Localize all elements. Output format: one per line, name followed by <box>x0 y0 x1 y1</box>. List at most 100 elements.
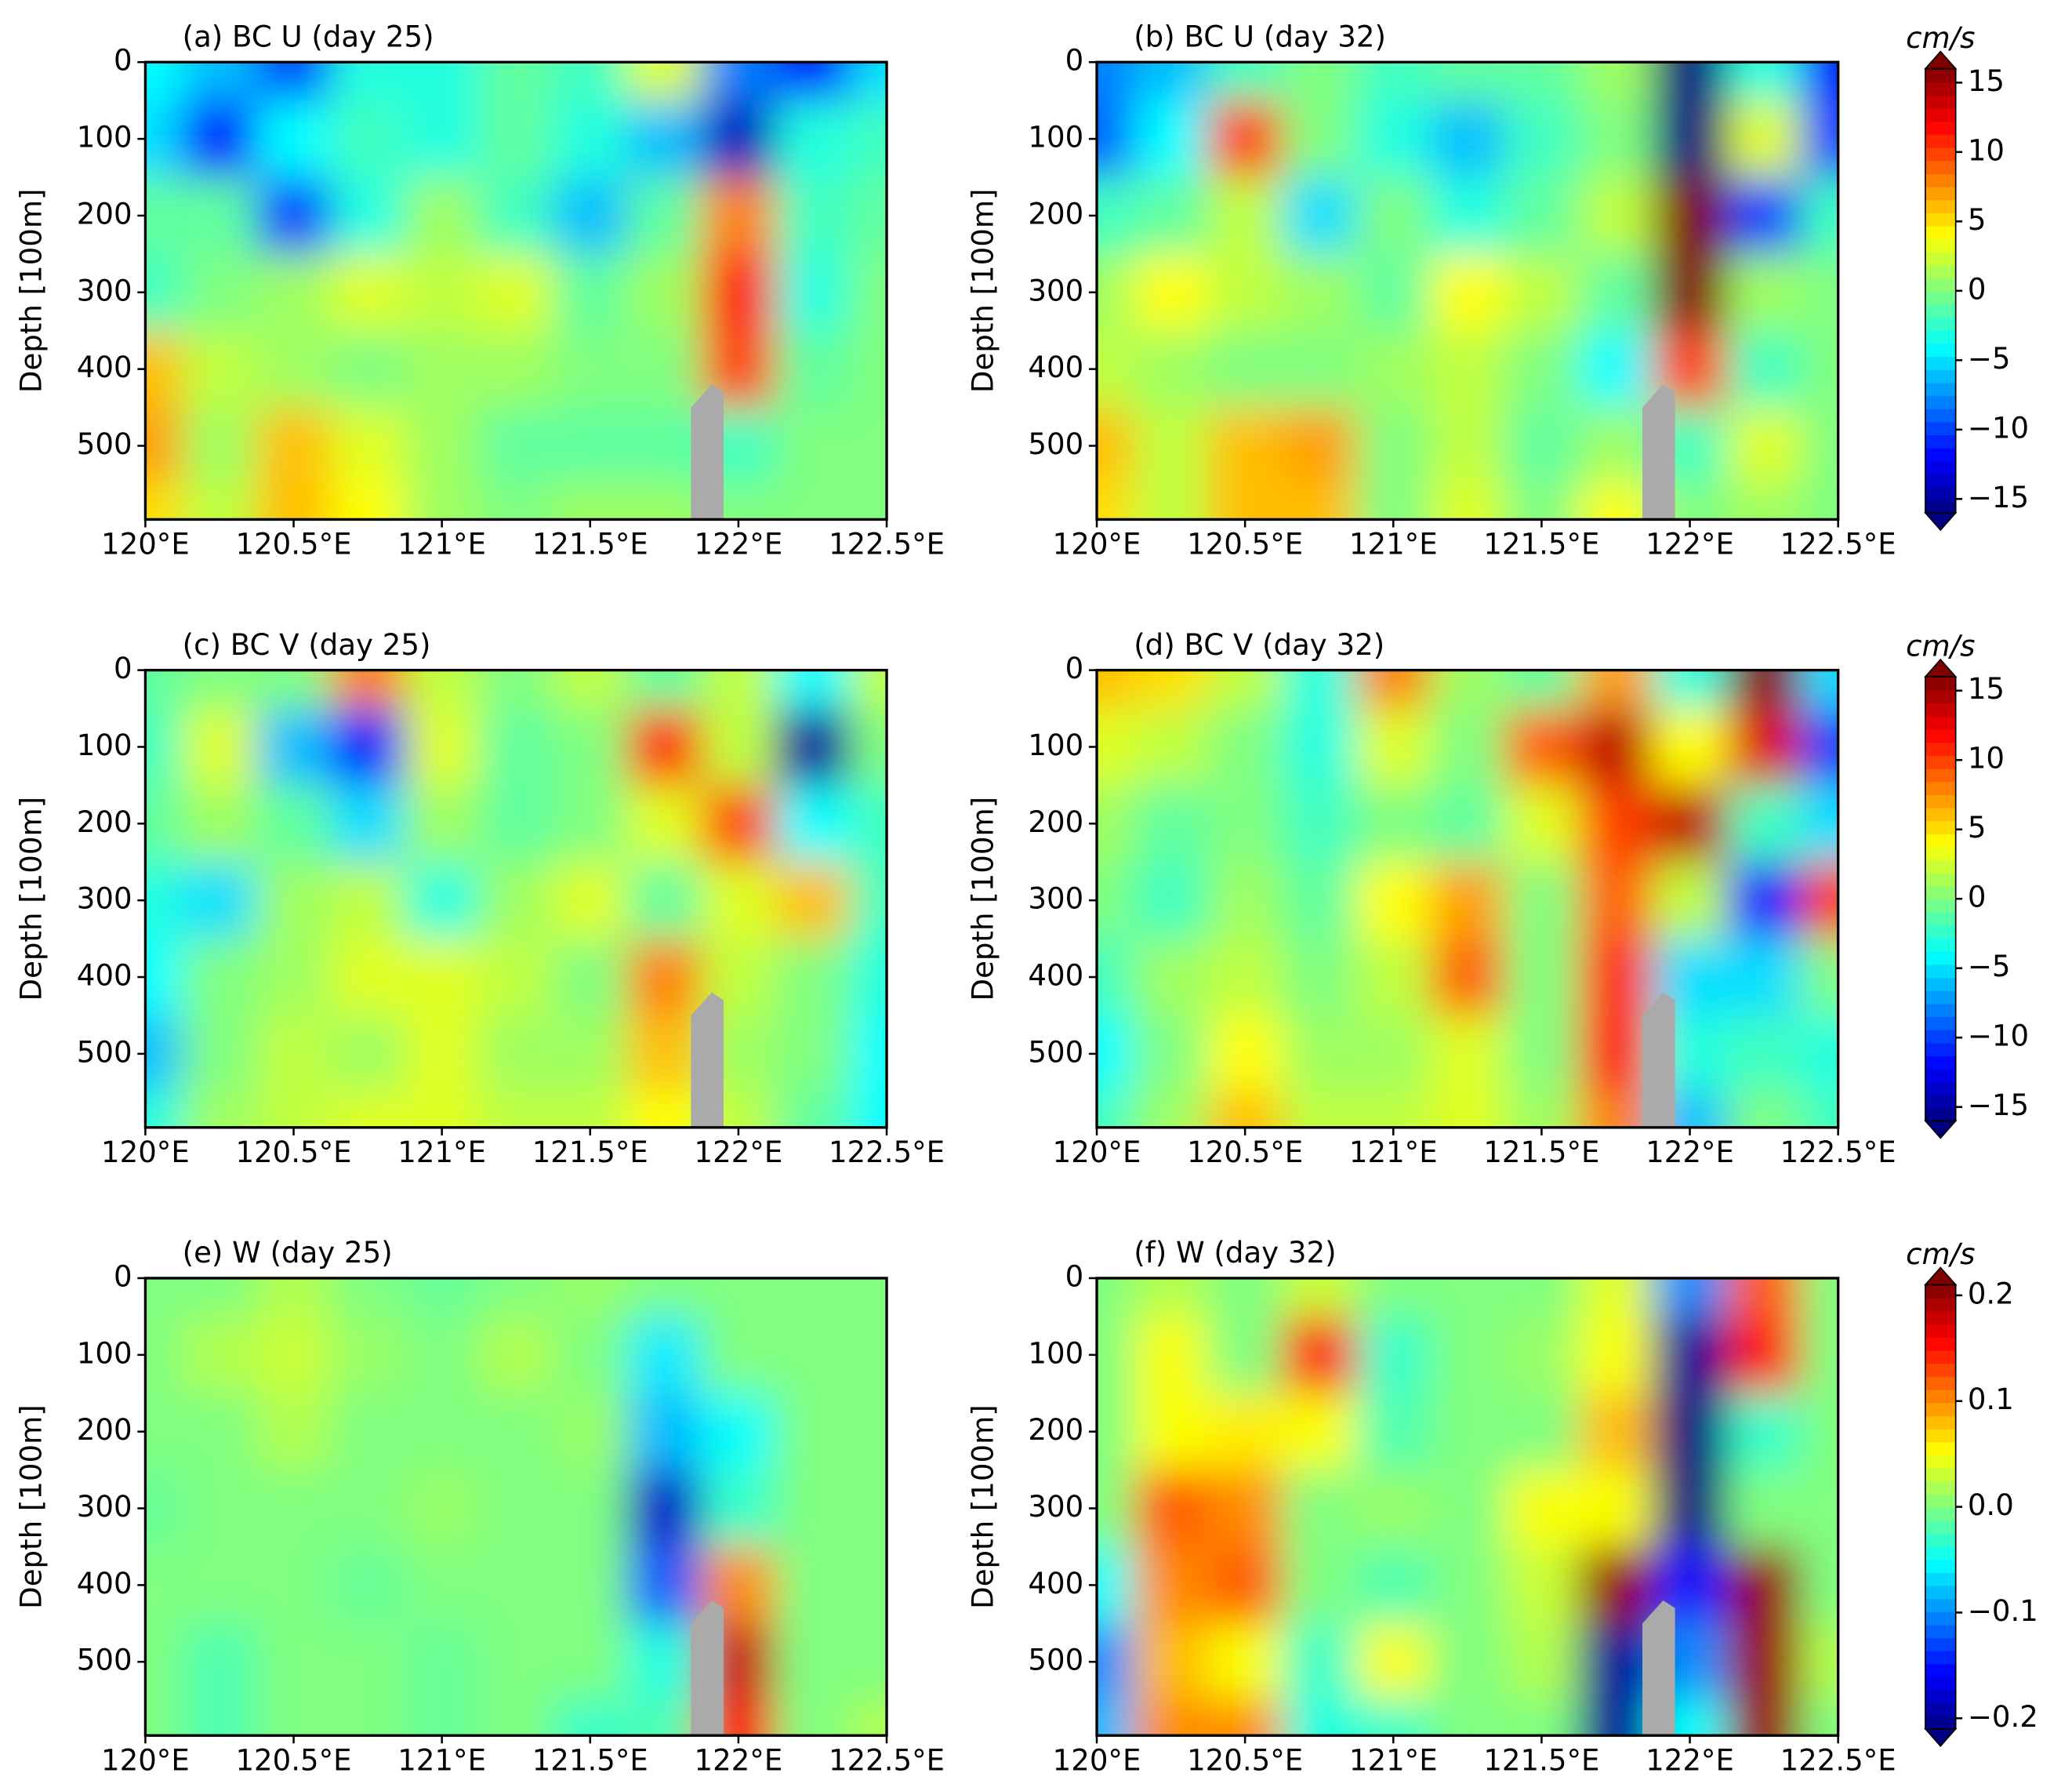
field-cell <box>1134 939 1209 1016</box>
colorbar-step <box>1925 1716 1956 1730</box>
plot-area <box>1097 62 1838 520</box>
field-cell <box>1356 407 1432 484</box>
field-cell <box>1282 100 1357 178</box>
colorbar-step <box>1925 1454 1956 1469</box>
colorbar-step <box>1925 833 1956 848</box>
colorbar-step <box>1925 1016 1956 1030</box>
field-cell <box>553 1393 628 1471</box>
colorbar-step <box>1925 677 1956 691</box>
field-cell <box>1430 1698 1505 1736</box>
chart-title: (f) W (day 32) <box>1134 1236 1336 1270</box>
field-cell <box>1653 670 1728 710</box>
field-cell <box>182 482 258 520</box>
colorbar-step <box>1925 1506 1956 1521</box>
field-cell <box>701 100 777 178</box>
field-cell <box>1504 100 1580 178</box>
field-cell <box>1207 1698 1283 1736</box>
x-tick-label: 120.5°E <box>235 1135 351 1169</box>
colorbar-step <box>1925 1663 1956 1678</box>
field-cell <box>553 708 628 787</box>
colorbar-step <box>1925 1363 1956 1378</box>
colorbar-step <box>1925 1689 1956 1704</box>
field-cell <box>1578 100 1654 178</box>
colorbar-step <box>1925 1298 1956 1312</box>
field-cell <box>1430 1015 1505 1092</box>
x-tick-label: 121.5°E <box>532 528 648 561</box>
field-cell <box>553 862 628 939</box>
colorbar-step <box>1925 872 1956 887</box>
field-cell <box>553 482 628 520</box>
field-cell <box>627 1623 702 1700</box>
field-cell <box>256 1698 332 1736</box>
field-cell <box>1097 407 1135 484</box>
x-tick-label: 120°E <box>101 1743 190 1777</box>
y-axis-title: Depth [100m] <box>15 1404 49 1609</box>
colorbar-step <box>1925 990 1956 1004</box>
field-cell <box>256 1316 332 1394</box>
field <box>145 1277 887 1736</box>
x-tick-label: 122.5°E <box>829 1135 945 1169</box>
field-cell <box>1726 253 1802 332</box>
field-cell <box>553 1015 628 1092</box>
field-cell <box>701 177 777 255</box>
field-cell <box>1504 1393 1580 1471</box>
plot-area <box>145 1277 887 1736</box>
colorbar-step <box>1925 395 1956 409</box>
field-cell <box>1726 1277 1802 1317</box>
field-cell <box>1282 670 1357 710</box>
field-cell <box>1504 708 1580 787</box>
field-cell <box>849 330 887 409</box>
colorbar-step <box>1925 369 1956 383</box>
field-cell <box>1356 482 1432 520</box>
field-cell <box>849 482 887 520</box>
field <box>1097 670 1838 1128</box>
y-tick-label: 200 <box>1028 805 1083 839</box>
y-axis-title: Depth [100m] <box>15 797 49 1001</box>
colorbar-extend <box>1924 1120 1958 1139</box>
field-cell <box>1504 1469 1580 1548</box>
field-cell <box>145 100 183 178</box>
field-cell <box>1504 177 1580 255</box>
colorbar-step <box>1925 1598 1956 1612</box>
colorbar-tick-label: 15 <box>1968 64 2005 98</box>
field-cell <box>478 253 554 332</box>
field-cell <box>701 1316 777 1394</box>
field-cell <box>553 1623 628 1700</box>
field-cell <box>1504 939 1580 1016</box>
x-tick-label: 120°E <box>1053 528 1141 561</box>
field-cell <box>478 177 554 255</box>
field-cell <box>627 1090 702 1128</box>
field-cell <box>1134 708 1209 787</box>
colorbar-step <box>1925 251 1956 266</box>
plot-area <box>1097 1277 1838 1736</box>
colorbar-step <box>1925 938 1956 952</box>
field-cell <box>405 1546 480 1625</box>
field-cell <box>849 1469 887 1548</box>
field-cell <box>145 330 183 409</box>
colorbar-step <box>1925 1546 1956 1560</box>
field-cell <box>182 177 258 255</box>
field-cell <box>849 407 887 484</box>
field-cell <box>701 785 777 863</box>
y-tick-label: 500 <box>1028 1035 1083 1069</box>
colorbar-tick-label: −10 <box>1968 411 2029 445</box>
field-cell <box>1578 1277 1654 1317</box>
x-tick-label: 122°E <box>695 1135 783 1169</box>
field-cell <box>1430 100 1505 178</box>
field-cell <box>1726 708 1802 787</box>
colorbar-step <box>1925 1520 1956 1534</box>
field-cell <box>1356 1090 1432 1128</box>
land-mask <box>691 384 724 520</box>
field-cell <box>405 1469 480 1548</box>
colorbar-step <box>1925 1650 1956 1665</box>
x-tick-label: 120.5°E <box>1187 528 1303 561</box>
chart-title: (a) BC U (day 25) <box>183 20 434 53</box>
x-tick-label: 120.5°E <box>235 528 351 561</box>
field-cell <box>1356 1393 1432 1471</box>
field-cell <box>627 1698 702 1736</box>
field-cell <box>627 1469 702 1548</box>
land-mask <box>1642 992 1675 1128</box>
field-cell <box>1097 670 1135 710</box>
colorbar-tick-label: 0.2 <box>1968 1277 2014 1310</box>
field-cell <box>478 100 554 178</box>
